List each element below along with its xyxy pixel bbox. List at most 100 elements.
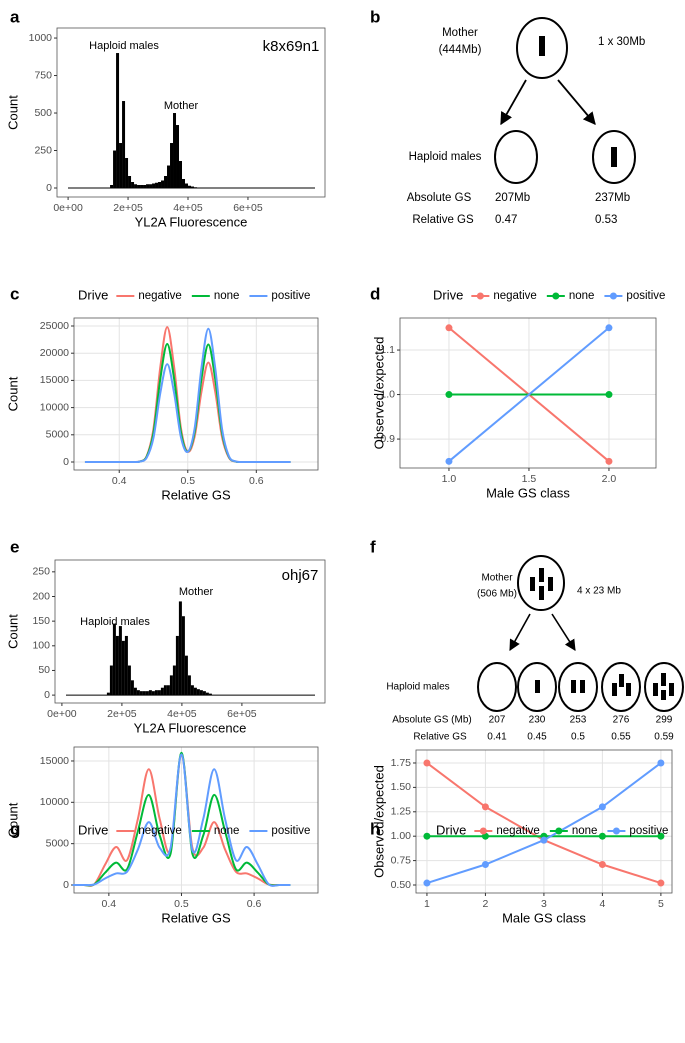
y-tick-label: 15000	[40, 374, 69, 386]
histogram-bar	[187, 675, 191, 696]
row-value: 299	[656, 715, 673, 726]
panel-letter: b	[370, 7, 380, 26]
plot-border	[73, 746, 319, 894]
male-cell	[592, 130, 636, 184]
histogram-bar	[125, 158, 129, 189]
mother-cell	[516, 17, 568, 79]
histogram-bar	[151, 691, 155, 696]
legend-swatch	[612, 827, 620, 835]
x-tick-label: 2	[483, 898, 489, 910]
chromosome	[661, 690, 666, 700]
x-tick-label: 0e+00	[53, 202, 83, 214]
chromosome	[530, 577, 535, 591]
series-line	[448, 327, 610, 463]
legend-swatch	[476, 292, 484, 300]
histogram-bar	[112, 623, 116, 696]
histogram-bar	[161, 180, 165, 189]
histogram-bar	[155, 182, 159, 189]
histogram-bar	[175, 635, 179, 696]
chart-panel: h 0.50 0.75 1.00 1.25 1.50 1.75 1 2 3 4 5 Male GS cl…	[370, 749, 673, 925]
y-axis-title: Count	[5, 376, 20, 411]
histogram-bar	[143, 185, 147, 189]
histogram-bar	[152, 183, 156, 189]
y-tick-label: 1000	[29, 32, 53, 44]
x-tick-label: 1.5	[522, 473, 537, 485]
chromosome	[539, 36, 545, 56]
male-cell	[644, 662, 684, 712]
x-tick-label: 0.5	[174, 898, 189, 910]
histogram-bar	[157, 690, 161, 696]
y-tick-label: 1.75	[391, 757, 412, 769]
x-tick-label: 2e+05	[107, 708, 137, 720]
legend-title: Drive	[436, 822, 466, 837]
histogram-bar	[113, 150, 117, 189]
legend-swatch	[555, 827, 563, 835]
histogram-bar	[124, 635, 128, 696]
offspring-label: Haploid males	[386, 682, 449, 693]
histogram-bar	[128, 176, 132, 189]
legend-label: negative	[493, 290, 536, 302]
y-tick-label: 0.75	[391, 854, 412, 866]
histogram-bar	[139, 691, 143, 696]
histogram-bar	[133, 687, 137, 696]
y-tick-label: 25000	[40, 320, 69, 332]
row-value: 276	[613, 715, 630, 726]
legend-title: Drive	[433, 287, 463, 302]
chromosome	[539, 586, 544, 600]
y-tick-label: 0.50	[391, 879, 412, 891]
y-tick-label: 1.00	[391, 830, 412, 842]
y-tick-label: 100	[32, 640, 50, 652]
chromosome	[653, 683, 658, 696]
x-tick-label: 0.6	[249, 475, 264, 487]
histogram-bar	[166, 685, 170, 696]
chart-panel: d 0.9 1.0 1.1 1.0 1.5 2.0 Male GS class Observed…	[370, 284, 665, 500]
series-point	[445, 391, 453, 399]
y-tick-label: 0	[63, 879, 69, 891]
series-point	[598, 803, 606, 811]
chart-panel: c 0 5000 10000 15000 20000 25000 0.4 0.5 0.6 Relat…	[5, 284, 319, 502]
x-tick-label: 4	[599, 898, 605, 910]
y-tick-label: 15000	[40, 755, 69, 767]
histogram-bar	[193, 687, 197, 696]
legend-label: none	[214, 825, 240, 837]
y-axis-title: Count	[5, 95, 20, 130]
row-value: 0.55	[611, 732, 631, 743]
series-point	[605, 391, 613, 399]
arrow	[557, 79, 596, 125]
series-point	[605, 457, 613, 465]
x-tick-label: 6e+05	[227, 708, 257, 720]
chromosome	[548, 577, 553, 591]
x-axis-title: YL2A Fluorescence	[135, 214, 248, 229]
chart-panel: a 0 250 500 750 1000 0e+00 2e+05 4e+05 6e+05YL2A …	[5, 7, 326, 229]
histogram-bar	[205, 692, 209, 696]
histogram-bar	[109, 665, 113, 696]
x-axis-title: Relative GS	[161, 910, 231, 925]
histogram-bar	[136, 690, 140, 696]
series-point	[423, 832, 431, 840]
histogram-bar	[115, 635, 119, 696]
row-value: 0.41	[487, 732, 507, 743]
histogram-bar	[193, 187, 197, 189]
x-axis-title: YL2A Fluorescence	[134, 720, 247, 735]
legend-title: Drive	[78, 287, 108, 302]
histogram-bar	[154, 690, 158, 696]
x-tick-label: 6e+05	[233, 202, 263, 214]
series-point	[481, 803, 489, 811]
histogram-bar	[130, 680, 134, 696]
row-value: 230	[529, 715, 546, 726]
chart-panel: e 0 50 100 150 200 250 0e+00 2e+05 4e+05 6e+05YL2A…	[5, 537, 326, 735]
histogram-bar	[146, 184, 150, 189]
series-point	[481, 860, 489, 868]
series-point	[605, 324, 613, 332]
mother-size: (506 Mb)	[477, 589, 517, 600]
chromosome	[661, 673, 666, 686]
series-point	[657, 832, 665, 840]
row-value: 0.45	[527, 732, 547, 743]
histogram-bar	[202, 691, 206, 696]
mother-label: Mother	[442, 27, 478, 39]
histogram-bar	[173, 113, 177, 189]
row-label: Absolute GS (Mb)	[392, 715, 471, 726]
plot-border	[73, 317, 319, 471]
legend-label: none	[214, 290, 240, 302]
